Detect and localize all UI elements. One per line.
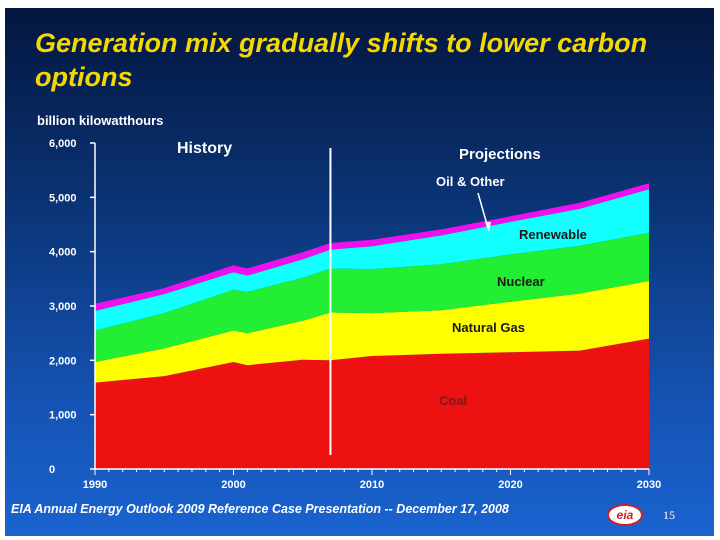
- area-coal: [95, 338, 649, 469]
- y-tick-label: 5,000: [49, 192, 77, 204]
- x-tick-label: 2010: [360, 479, 384, 491]
- oil-other-arrow-head: [485, 222, 491, 232]
- page-number: 15: [663, 508, 675, 522]
- projections-label: Projections: [459, 146, 541, 163]
- x-tick-label: 1990: [83, 479, 107, 491]
- eia-logo: eia: [607, 504, 643, 526]
- y-tick-label: 0: [49, 464, 55, 476]
- y-tick-label: 3,000: [49, 301, 77, 313]
- coal-label: Coal: [439, 393, 467, 408]
- natural-gas-label: Natural Gas: [452, 320, 525, 335]
- y-axis-unit-label: billion kilowatthours: [37, 113, 164, 128]
- y-tick-label: 4,000: [49, 247, 77, 259]
- stacked-area-chart: 0 1,000 2,000 3,000 4,000 5,000 6,000 1990 2000…: [49, 138, 661, 491]
- x-tick-label: 2000: [221, 479, 245, 491]
- footer-citation: EIA Annual Energy Outlook 2009 Reference…: [11, 502, 509, 516]
- nuclear-label: Nuclear: [497, 274, 545, 289]
- x-tick-label: 2020: [498, 479, 522, 491]
- y-tick-label: 1,000: [49, 410, 77, 422]
- y-tick-label: 2,000: [49, 355, 77, 367]
- slide-background: Generation mix gradually shifts to lower…: [5, 8, 714, 536]
- area-layers: [95, 183, 649, 469]
- area-renewable: [95, 189, 649, 331]
- y-axis: 0 1,000 2,000 3,000 4,000 5,000 6,000: [49, 138, 96, 476]
- history-label: History: [177, 140, 232, 157]
- x-tick-label: 2030: [637, 479, 661, 491]
- renewable-label: Renewable: [519, 227, 587, 242]
- x-axis: 1990 2000 2010 2020 2030: [83, 468, 661, 491]
- area-nuclear: [95, 232, 649, 362]
- oil-other-label: Oil & Other: [436, 174, 505, 189]
- area-natural-gas: [95, 281, 649, 383]
- y-tick-label: 6,000: [49, 138, 77, 150]
- slide-title: Generation mix gradually shifts to lower…: [35, 28, 648, 92]
